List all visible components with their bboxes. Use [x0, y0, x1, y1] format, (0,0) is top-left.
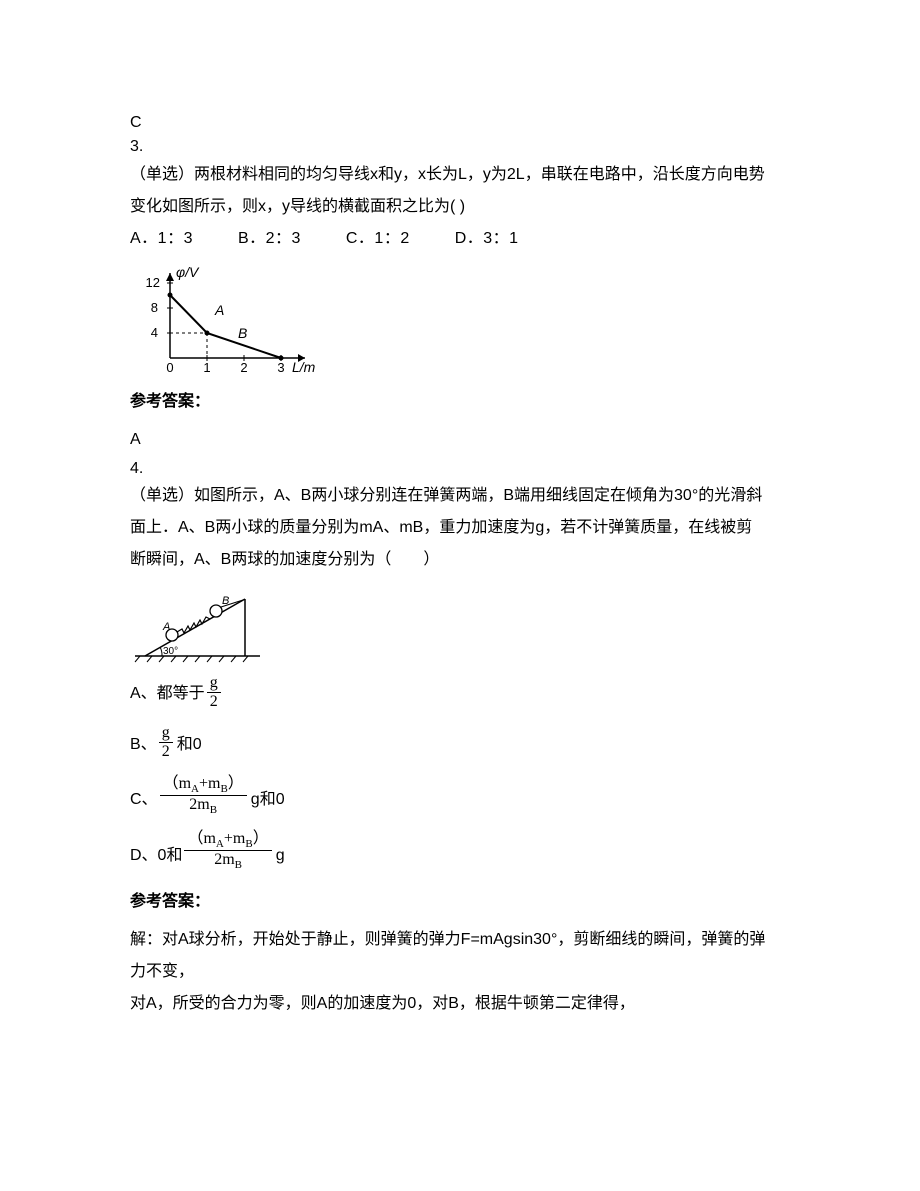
xtick-1: 1 [203, 360, 210, 375]
q4-sol-line2: 力不变， [130, 956, 790, 988]
ytick-8: 8 [151, 300, 158, 315]
frac-mamb-d: （mA+mB） 2mB [184, 830, 271, 872]
q3-answer: A [130, 424, 790, 456]
q4-sol-line1: 解：对A球分析，开始处于静止，则弹簧的弹力F=mAgsin30°，剪断细线的瞬间… [130, 924, 790, 956]
q4-stem-line3: 断瞬间，A、B两球的加速度分别为（ ） [130, 544, 790, 576]
frac-g-over-2: g 2 [207, 674, 221, 710]
q3-opt-d: D．3：1 [455, 230, 519, 247]
q4-opt-c: C、 （mA+mB） 2mB g和0 [130, 775, 790, 817]
xtick-2: 2 [240, 360, 247, 375]
q3-options: A．1：3 B．2：3 C．1：2 D．3：1 [130, 223, 790, 255]
xtick-3: 3 [277, 360, 284, 375]
q4-opt-a: A、都等于 g 2 [130, 674, 790, 710]
q4-opt-b-lead: B、 [130, 729, 157, 761]
q4-opt-d: D、0和 （mA+mB） 2mB g [130, 830, 790, 872]
q4-opt-d-tail: g [276, 840, 285, 872]
q3-stem-line2: 变化如图所示，则x，y导线的横截面积之比为( ) [130, 191, 790, 223]
q4-opt-c-tail: g和0 [251, 784, 285, 816]
frac-g-over-2-b: g 2 [159, 724, 173, 760]
q3-chart: 4 8 12 0 1 2 3 A B φ/V L/m [130, 263, 790, 378]
point-a-label: A [214, 302, 224, 318]
ball-a-label: A [162, 621, 170, 633]
q4-stem-line2: 面上．A、B两小球的质量分别为mA、mB，重力加速度为g，若不计弹簧质量，在线被… [130, 512, 790, 544]
q3-number: 3. [130, 136, 790, 158]
prev-answer: C [130, 112, 790, 134]
frac-mamb-c: （mA+mB） 2mB [160, 775, 247, 817]
q3-answer-label: 参考答案： [130, 386, 790, 418]
q3-opt-c: C．1：2 [346, 230, 410, 247]
q3-stem-line1: （单选）两根材料相同的均匀导线x和y，x长为L，y为2L，串联在电路中，沿长度方… [130, 159, 790, 191]
q4-opt-c-lead: C、 [130, 784, 158, 816]
q4-number: 4. [130, 458, 790, 480]
q4-opt-b: B、 g 2 和0 [130, 724, 790, 760]
ytick-12: 12 [146, 275, 160, 290]
xlabel: L/m [292, 359, 316, 375]
q4-stem-line1: （单选）如图所示，A、B两小球分别连在弹簧两端，B端用细线固定在倾角为30°的光… [130, 480, 790, 512]
q4-answer-label: 参考答案： [130, 886, 790, 918]
q4-sol-line3: 对A，所受的合力为零，则A的加速度为0，对B，根据牛顿第二定律得， [130, 988, 790, 1020]
ylabel: φ/V [176, 264, 200, 280]
point-b-label: B [238, 325, 247, 341]
angle-label: 30° [163, 646, 178, 657]
q3-opt-a: A．1：3 [130, 230, 193, 247]
q4-opt-a-lead: A、都等于 [130, 678, 205, 710]
ytick-4: 4 [151, 325, 158, 340]
q4-diagram: 30° A B [130, 584, 790, 664]
q3-opt-b: B．2：3 [238, 230, 301, 247]
xtick-0: 0 [166, 360, 173, 375]
q4-opt-b-tail: 和0 [177, 729, 202, 761]
q4-opt-d-lead: D、0和 [130, 840, 182, 872]
